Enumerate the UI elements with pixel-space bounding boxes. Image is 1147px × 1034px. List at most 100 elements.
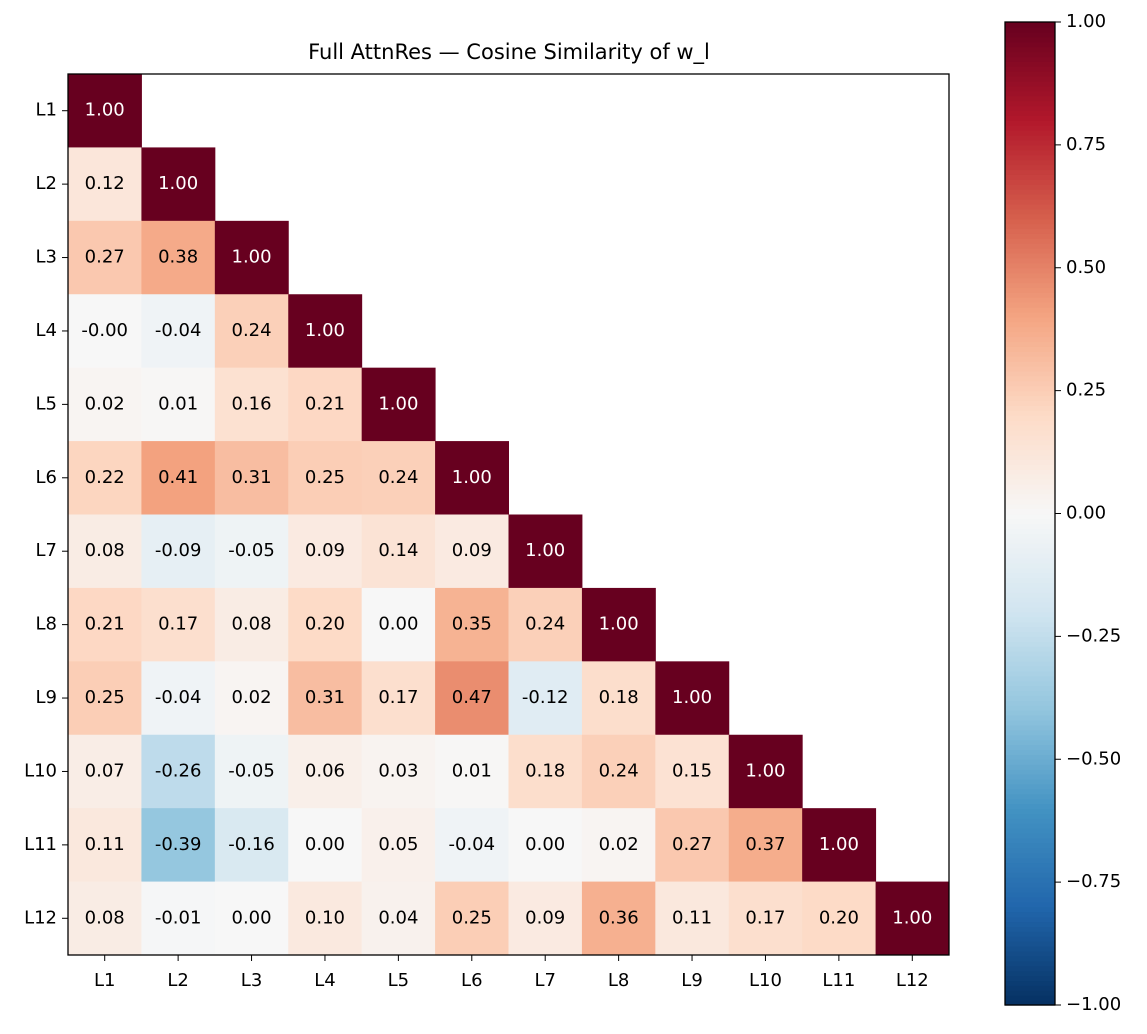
heatmap-cell <box>68 514 142 589</box>
colorbar-segment <box>1005 832 1055 839</box>
colorbar-segment <box>1005 149 1055 156</box>
colorbar-tick-label: 0.25 <box>1066 380 1106 401</box>
colorbar-segment <box>1005 198 1055 205</box>
colorbar-segment <box>1005 459 1055 465</box>
y-tick-label: L9 <box>36 687 57 708</box>
colorbar-segment <box>1005 449 1055 456</box>
cell-label: -0.26 <box>155 760 202 781</box>
cell-label: 0.11 <box>85 834 125 855</box>
cell-label: 0.02 <box>232 687 272 708</box>
cell-label: 0.01 <box>158 393 198 414</box>
heatmap-cell <box>141 294 216 369</box>
colorbar-segment <box>1005 941 1055 947</box>
cell-label: 0.20 <box>305 614 345 635</box>
x-tick-label: L11 <box>822 970 855 991</box>
colorbar-segment <box>1005 464 1055 470</box>
colorbar-segment <box>1005 248 1055 254</box>
cell-label: -0.16 <box>228 834 275 855</box>
heatmap-cell <box>435 881 509 956</box>
colorbar-segment <box>1005 769 1055 775</box>
cell-label: -0.01 <box>155 907 202 928</box>
cell-label: -0.05 <box>228 760 275 781</box>
cell-label: -0.39 <box>155 834 202 855</box>
heatmap-cell <box>655 734 730 809</box>
colorbar-segment <box>1005 144 1055 151</box>
colorbar-tick-label: 0.75 <box>1066 134 1106 155</box>
colorbar-segment <box>1005 818 1055 824</box>
colorbar-segment <box>1005 788 1055 795</box>
colorbar-segment <box>1005 842 1055 849</box>
colorbar-segment <box>1005 316 1055 323</box>
cell-label: 0.08 <box>85 907 125 928</box>
cell-label: 1.00 <box>745 760 785 781</box>
colorbar-segment <box>1005 828 1055 834</box>
cell-label: 0.17 <box>158 614 198 635</box>
colorbar-segment <box>1005 174 1055 180</box>
colorbar-segment <box>1005 257 1055 264</box>
colorbar-segment <box>1005 71 1055 77</box>
cell-label: 0.18 <box>525 760 565 781</box>
y-tick-label: L10 <box>24 760 57 781</box>
colorbar-segment <box>1005 744 1055 751</box>
heatmap-cell <box>361 587 436 662</box>
colorbar-segment <box>1005 479 1055 485</box>
colorbar-segment <box>1005 356 1055 362</box>
heatmap-cell <box>141 441 216 515</box>
x-tick-label: L6 <box>461 970 482 991</box>
colorbar-segment <box>1005 891 1055 898</box>
colorbar-segment <box>1005 906 1055 913</box>
colorbar-segment <box>1005 203 1055 210</box>
colorbar-segment <box>1005 847 1055 854</box>
heatmap-cell <box>141 881 216 956</box>
cell-label: -0.05 <box>228 540 275 561</box>
heatmap-cell <box>361 441 436 515</box>
heatmap-cell <box>68 294 142 369</box>
colorbar-segment <box>1005 695 1055 701</box>
colorbar-segment <box>1005 46 1055 53</box>
colorbar-segment <box>1005 159 1055 166</box>
y-tick-label: L3 <box>36 247 57 268</box>
colorbar-segment <box>1005 139 1055 146</box>
colorbar-segment <box>1005 390 1055 397</box>
x-tick-label: L5 <box>388 970 409 991</box>
colorbar-segment <box>1005 395 1055 402</box>
heatmap-cell <box>581 587 656 662</box>
colorbar-segment <box>1005 719 1055 726</box>
colorbar-segment <box>1005 896 1055 903</box>
x-tick-label: L3 <box>241 970 262 991</box>
colorbar-segment <box>1005 297 1055 303</box>
heatmap-cell <box>508 661 583 736</box>
heatmap-cell <box>288 881 363 956</box>
cell-label: 0.27 <box>672 834 712 855</box>
colorbar-segment <box>1005 690 1055 696</box>
heatmap-cell <box>728 881 803 956</box>
colorbar-segment <box>1005 557 1055 564</box>
heatmap-cell <box>361 367 436 442</box>
colorbar-segment <box>1005 877 1055 883</box>
colorbar-segment <box>1005 759 1055 765</box>
colorbar-segment <box>1005 606 1055 613</box>
cell-label: 0.11 <box>672 907 712 928</box>
colorbar-segment <box>1005 400 1055 406</box>
colorbar-segment <box>1005 36 1055 43</box>
colorbar-segment <box>1005 474 1055 480</box>
colorbar-segment <box>1005 154 1055 161</box>
cell-label: 1.00 <box>599 614 639 635</box>
colorbar-segment <box>1005 646 1055 652</box>
colorbar-tick-label: −0.25 <box>1066 625 1121 646</box>
heatmap-cell <box>68 587 142 662</box>
heatmap-cell <box>728 734 803 809</box>
colorbar-segment <box>1005 533 1055 539</box>
heatmap-cell <box>214 587 289 662</box>
cell-label: 0.00 <box>232 907 272 928</box>
heatmap-cell <box>68 808 142 883</box>
colorbar-segment <box>1005 936 1055 942</box>
cell-label: -0.00 <box>81 320 128 341</box>
colorbar-segment <box>1005 346 1055 352</box>
cell-label: 0.03 <box>378 760 418 781</box>
cell-label: 0.18 <box>599 687 639 708</box>
colorbar-segment <box>1005 434 1055 441</box>
cell-label: 0.17 <box>378 687 418 708</box>
colorbar-segment <box>1005 326 1055 333</box>
cell-label: 0.02 <box>599 834 639 855</box>
